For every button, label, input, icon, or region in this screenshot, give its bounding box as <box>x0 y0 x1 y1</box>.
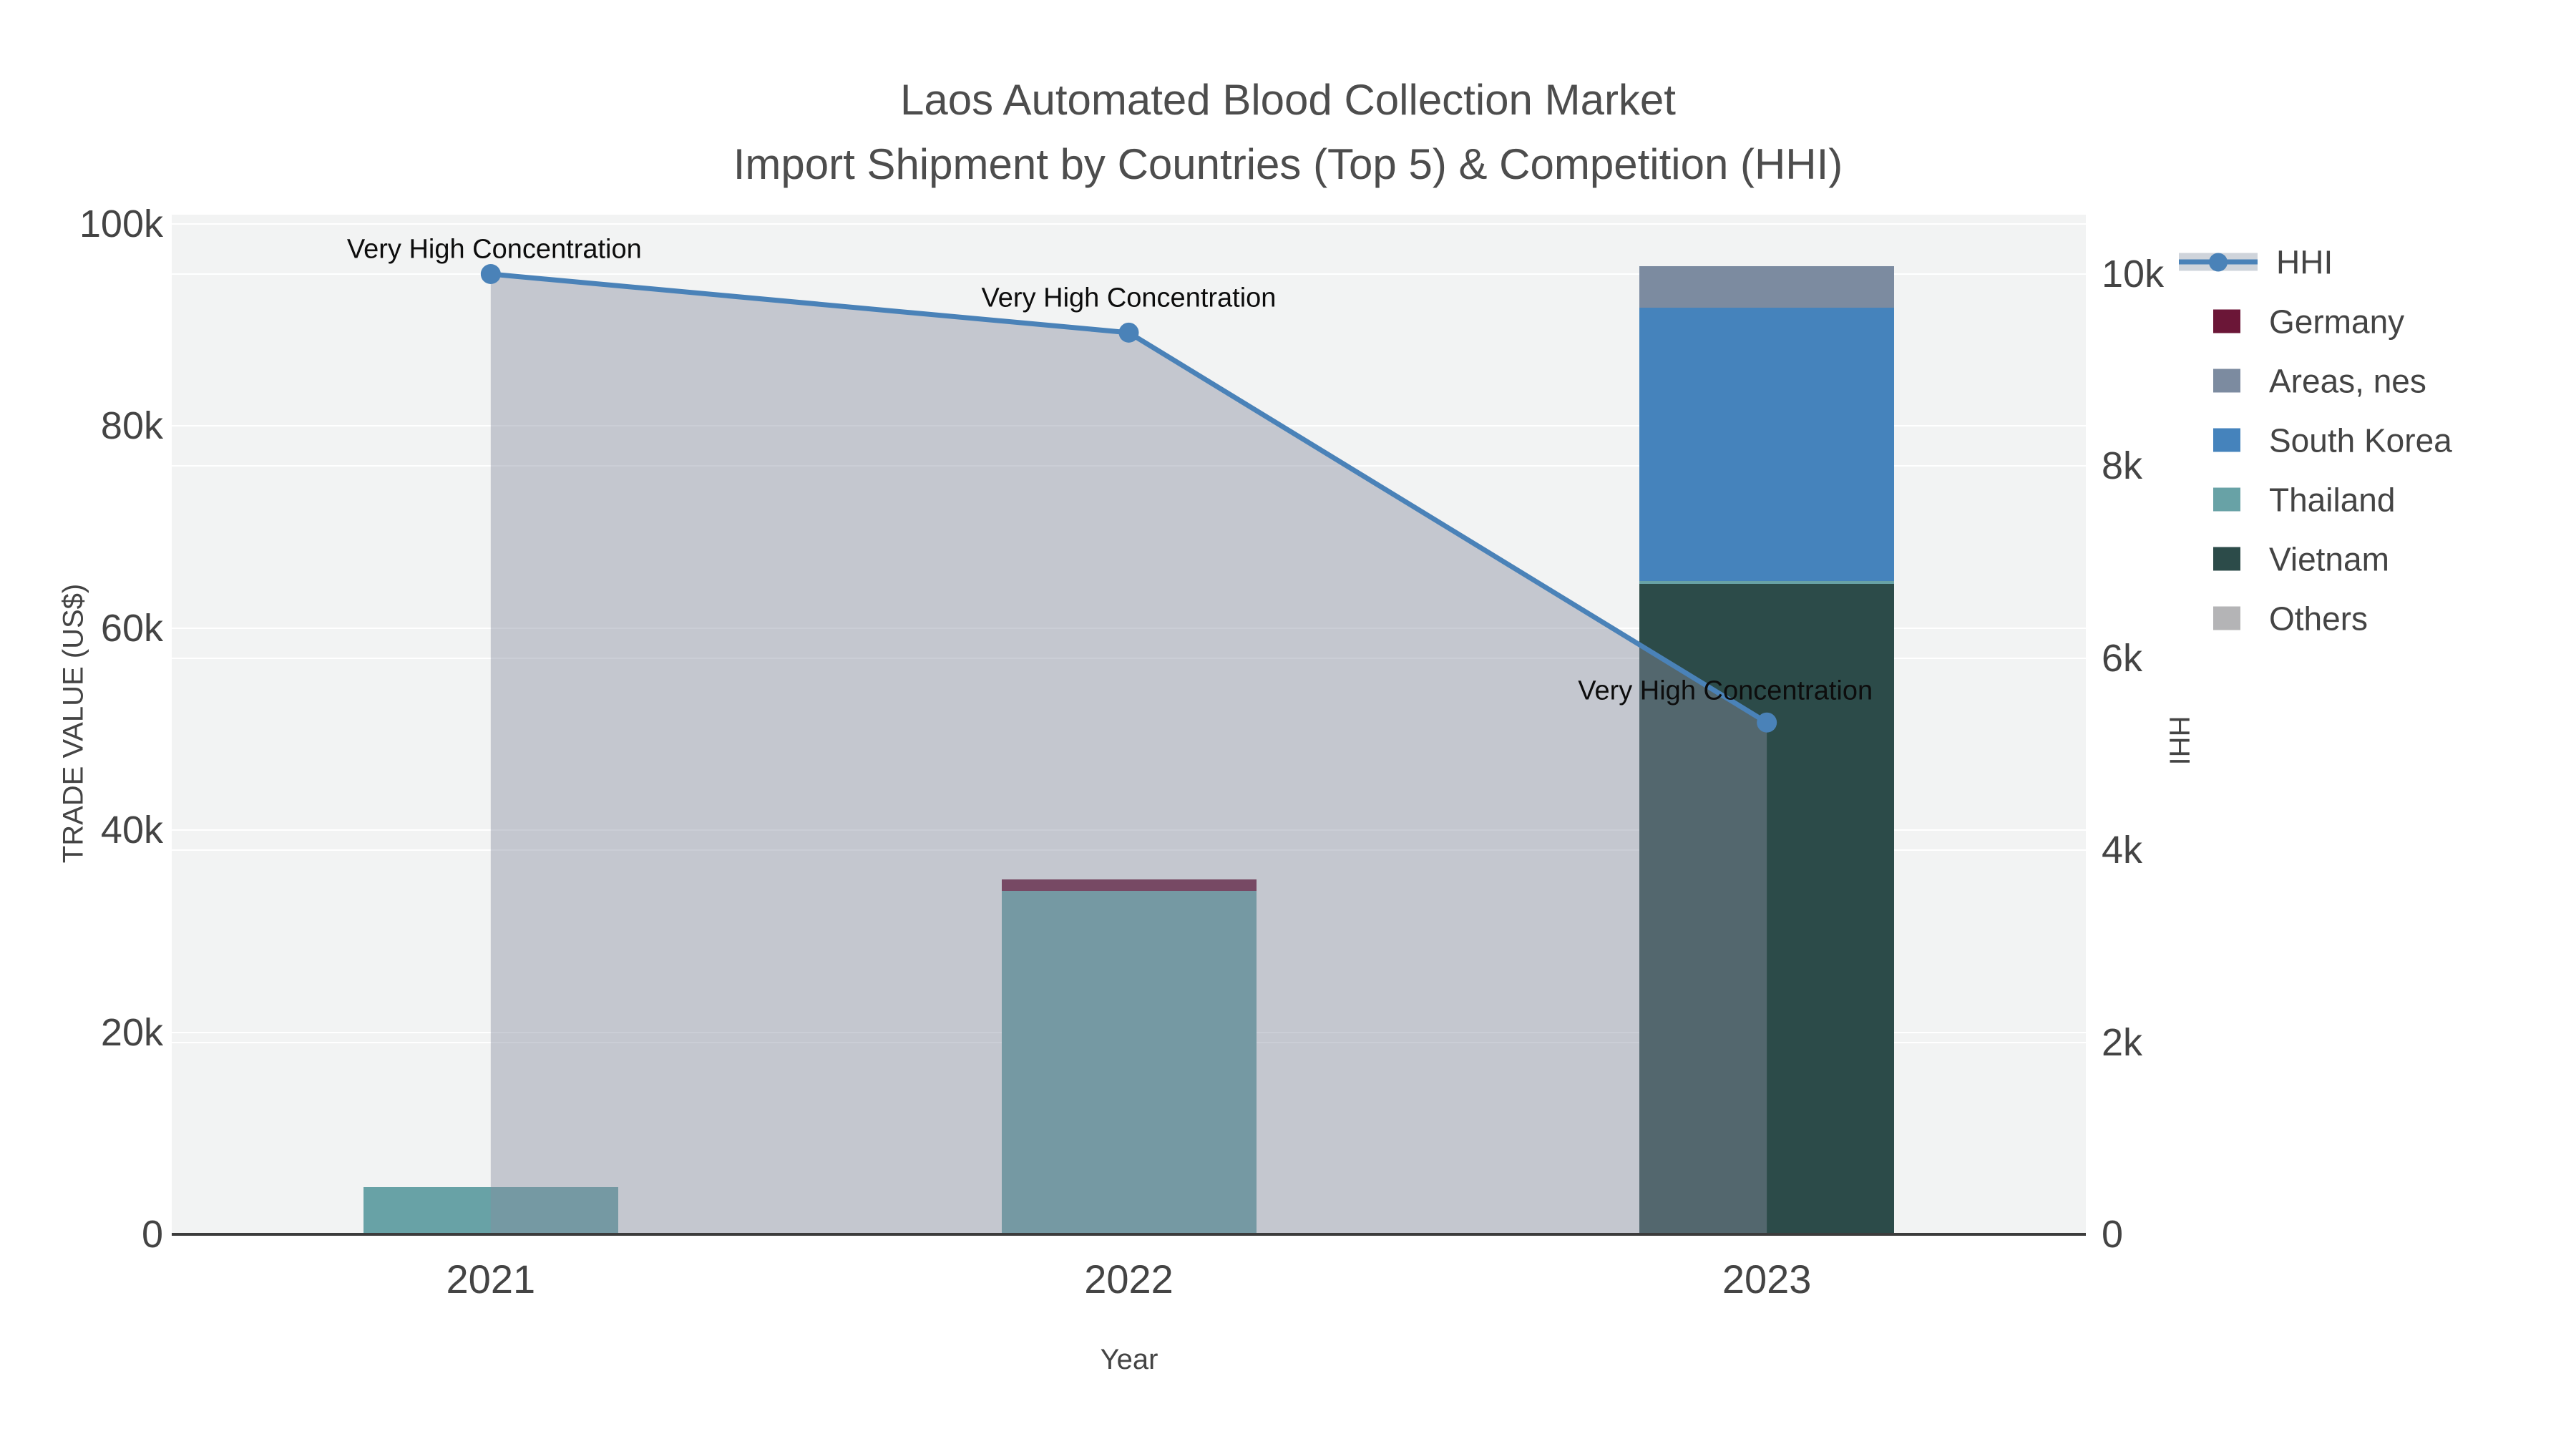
hhi-marker-2021[interactable] <box>480 264 501 284</box>
hhi-marker-2022[interactable] <box>1118 322 1139 343</box>
bar-segment-thailand[interactable] <box>1001 890 1257 1234</box>
bar-segment-germany[interactable] <box>1001 879 1257 891</box>
y-right-tick-2k: 2k <box>2102 1020 2143 1064</box>
gridline <box>172 223 2086 225</box>
legend-swatch-icon <box>2213 547 2240 571</box>
x-tick-2021: 2021 <box>446 1257 536 1302</box>
gridline <box>172 627 2086 629</box>
annotation-2021: Very High Concentration <box>346 234 642 265</box>
gridline <box>172 657 2086 659</box>
legend-label: South Korea <box>2269 421 2452 459</box>
chart-title-line1: Laos Automated Blood Collection Market <box>900 76 1676 124</box>
annotation-2023: Very High Concentration <box>1578 675 1873 706</box>
legend-hhi-line-sample <box>2179 250 2258 274</box>
y-right-tick-4k: 4k <box>2102 829 2143 872</box>
legend-swatch-icon <box>2213 606 2240 630</box>
legend-label: Areas, nes <box>2269 362 2426 399</box>
bar-segment-areas-nes[interactable] <box>1639 265 1895 308</box>
x-tick-2022: 2022 <box>1084 1257 1174 1302</box>
y-left-tick-0: 0 <box>141 1213 163 1256</box>
hhi-marker-2023[interactable] <box>1757 712 1777 733</box>
y-left-tick-20k: 20k <box>100 1010 163 1054</box>
y-right-tick-8k: 8k <box>2102 444 2143 488</box>
legend-item-south-korea[interactable]: South Korea <box>2175 411 2452 470</box>
legend-label: Germany <box>2269 303 2405 340</box>
legend-swatch-icon <box>2213 369 2240 393</box>
y-right-tick-0: 0 <box>2102 1213 2124 1256</box>
chart-title-line2: Import Shipment by Countries (Top 5) & C… <box>733 140 1843 188</box>
legend-swatch-icon <box>2213 309 2240 333</box>
gridline <box>172 273 2086 275</box>
x-axis-line <box>172 1233 2086 1236</box>
legend-hhi-marker-icon <box>2209 253 2228 271</box>
legend-item-germany[interactable]: Germany <box>2175 292 2404 351</box>
legend-swatch-icon <box>2213 487 2240 512</box>
gridline <box>172 465 2086 467</box>
hhi-area-fill <box>490 274 1767 1234</box>
legend-item-areas-nes[interactable]: Areas, nes <box>2175 351 2426 411</box>
legend-item-others[interactable]: Others <box>2175 589 2368 648</box>
legend-label: Vietnam <box>2269 540 2389 577</box>
y-left-tick-40k: 40k <box>100 809 163 852</box>
legend-label: Others <box>2269 600 2368 637</box>
gridline <box>172 829 2086 831</box>
annotation-2022: Very High Concentration <box>981 283 1277 313</box>
x-axis-title: Year <box>1100 1344 1158 1375</box>
y-left-tick-60k: 60k <box>100 606 163 650</box>
legend-swatch-icon <box>2213 428 2240 452</box>
legend-label: Thailand <box>2269 481 2396 518</box>
bar-segment-south-korea[interactable] <box>1639 307 1895 582</box>
y-left-tick-80k: 80k <box>100 404 163 448</box>
bar-segment-vietnam[interactable] <box>1639 583 1895 1234</box>
bar-segment-thailand[interactable] <box>363 1186 618 1234</box>
y-left-tick-100k: 100k <box>79 203 163 245</box>
bar-segment-thailand[interactable] <box>1639 581 1895 584</box>
y-right-tick-10k: 10k <box>2102 253 2165 296</box>
legend-label: HHI <box>2276 243 2333 280</box>
y-right-tick-6k: 6k <box>2102 636 2143 680</box>
gridline <box>172 849 2086 852</box>
x-tick-2023: 2023 <box>1722 1257 1812 1302</box>
chart-title: Laos Automated Blood Collection Market I… <box>733 68 1843 197</box>
legend-item-thailand[interactable]: Thailand <box>2175 470 2395 530</box>
legend-item-vietnam[interactable]: Vietnam <box>2175 530 2389 589</box>
gridline <box>172 425 2086 427</box>
legend-item-hhi[interactable]: HHI <box>2175 233 2333 292</box>
